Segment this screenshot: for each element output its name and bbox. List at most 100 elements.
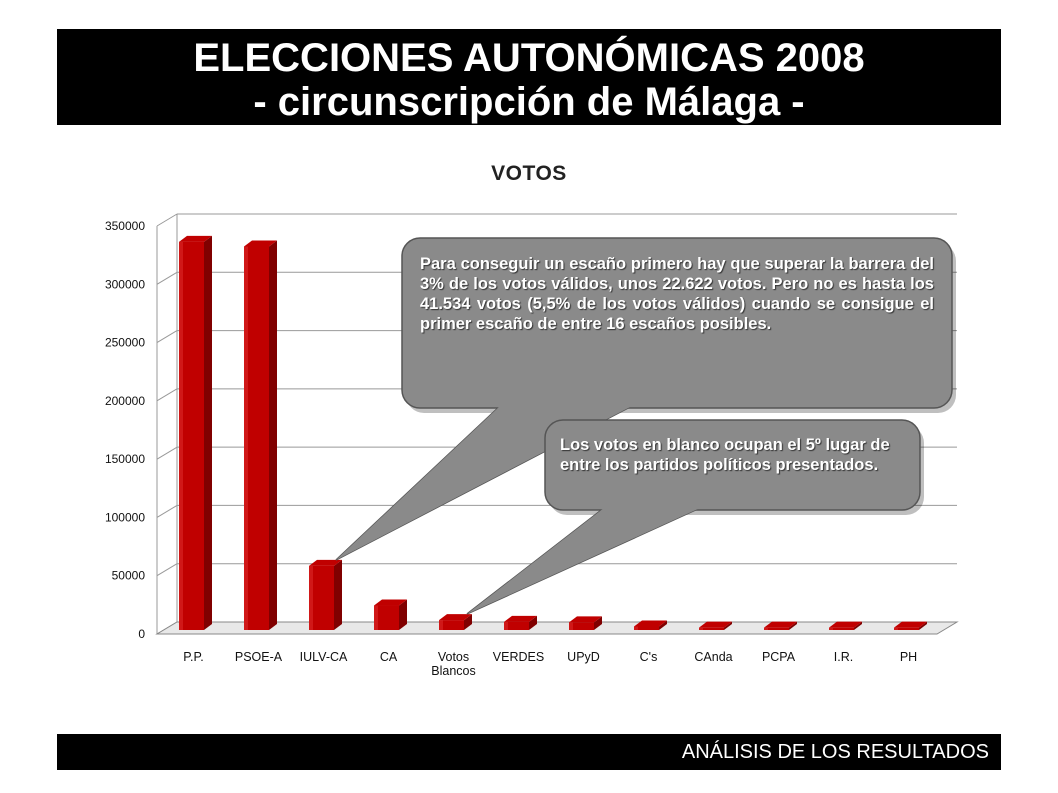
bar-front: [439, 620, 464, 630]
footer-label: ANÁLISIS DE LOS RESULTADOS: [681, 741, 989, 763]
title-line-2: - circunscripción de Málaga -: [253, 80, 805, 124]
bar: [439, 614, 472, 630]
bar-side: [919, 621, 927, 630]
callout-threshold-text: Para conseguir un escaño primero hay que…: [420, 255, 934, 333]
bar-top: [439, 614, 472, 621]
bar-top: [894, 621, 927, 628]
bar-front: [829, 627, 854, 630]
bar-highlight: [634, 626, 638, 630]
gridline-depth: [156, 330, 178, 344]
y-tick-label: 200000: [105, 394, 145, 408]
bar-top: [829, 621, 862, 628]
bar-front: [699, 627, 724, 630]
bar-highlight: [504, 621, 508, 630]
bar: [179, 235, 212, 630]
bar-front: [504, 621, 529, 630]
x-tick-label: CAnda: [694, 650, 732, 664]
bar-top: [699, 621, 732, 628]
bar-side: [659, 620, 667, 630]
bar-side: [594, 616, 602, 630]
chart-title: VOTOS: [491, 162, 567, 185]
gridline-depth: [156, 388, 178, 402]
bar-front: [309, 565, 334, 630]
bar-side: [269, 240, 277, 631]
bar-highlight: [309, 565, 313, 630]
bar-front: [179, 241, 204, 630]
bar: [634, 620, 667, 630]
bar-side: [464, 614, 472, 630]
bar-front: [374, 605, 399, 630]
bar-side: [334, 559, 342, 630]
bar-top: [179, 235, 212, 242]
bar-top: [309, 559, 342, 566]
bar-side: [399, 599, 407, 630]
bar-highlight: [569, 622, 573, 630]
chart-floor: [155, 621, 959, 635]
bar-side: [529, 615, 537, 630]
x-tick-label: CA: [380, 650, 398, 664]
bar: [244, 240, 277, 631]
gridline-depth: [156, 271, 178, 285]
bar-highlight: [894, 627, 898, 630]
bar: [699, 621, 732, 630]
x-tick-label: PSOE-A: [235, 650, 283, 664]
callout-blank-votes-bubble: [544, 419, 921, 511]
bar-side: [204, 235, 212, 630]
bar: [569, 616, 602, 630]
bar-side: [854, 621, 862, 630]
y-tick-label: 150000: [105, 452, 145, 466]
y-tick-label: 100000: [105, 510, 145, 524]
gridline-depth: [156, 446, 178, 460]
x-tick-label: I.R.: [834, 650, 853, 664]
bar: [504, 615, 537, 630]
y-tick-label: 50000: [112, 569, 146, 583]
bar-front: [244, 246, 269, 631]
bar: [894, 621, 927, 630]
gridline-depth: [156, 213, 178, 227]
x-tick-label: PCPA: [762, 650, 796, 664]
bar-highlight: [699, 627, 703, 630]
title-line-1: ELECCIONES AUTONÓMICAS 2008: [193, 36, 865, 80]
x-tick-label: PH: [900, 650, 917, 664]
title-banner: ELECCIONES AUTONÓMICAS 2008 - circunscri…: [57, 29, 1001, 125]
bar: [764, 621, 797, 630]
x-tick-label: C's: [640, 650, 658, 664]
y-tick-label: 0: [138, 627, 145, 641]
footer-banner: ANÁLISIS DE LOS RESULTADOS: [57, 734, 1001, 770]
bar-top: [764, 621, 797, 628]
bar-front: [569, 622, 594, 630]
bar-side: [724, 621, 732, 630]
callout-blank-votes-text: Los votos en blanco ocupan el 5º lugar d…: [560, 436, 890, 474]
bar-highlight: [374, 605, 378, 630]
bar-front: [894, 627, 919, 630]
bar: [374, 599, 407, 630]
bar-top: [634, 620, 667, 627]
bar-top: [504, 615, 537, 622]
bar-highlight: [764, 627, 768, 630]
bar-top: [374, 599, 407, 606]
bar-front: [764, 627, 789, 630]
gridline-depth: [156, 504, 178, 518]
bar-top: [569, 616, 602, 623]
gridline-depth: [156, 563, 178, 577]
x-tick-label: P.P.: [183, 650, 203, 664]
callout-threshold-bubble: [401, 237, 953, 409]
bar-top: [244, 240, 277, 247]
y-tick-label: 300000: [105, 277, 145, 291]
y-tick-label: 350000: [105, 219, 145, 233]
bar-highlight: [439, 620, 443, 630]
callout-blank-votes-pointer-fill: [467, 508, 700, 614]
x-tick-label: UPyD: [567, 650, 600, 664]
bar-highlight: [244, 246, 248, 631]
bar-side: [789, 621, 797, 630]
y-tick-label: 250000: [105, 336, 145, 350]
x-tick-label: IULV-CA: [300, 650, 348, 664]
bar: [309, 559, 342, 630]
bar-front: [634, 626, 659, 630]
x-tick-label: Votos Blancos: [431, 650, 475, 678]
bar-highlight: [829, 627, 833, 630]
bar-highlight: [179, 241, 183, 630]
bar: [829, 621, 862, 630]
x-tick-label: VERDES: [493, 650, 544, 664]
